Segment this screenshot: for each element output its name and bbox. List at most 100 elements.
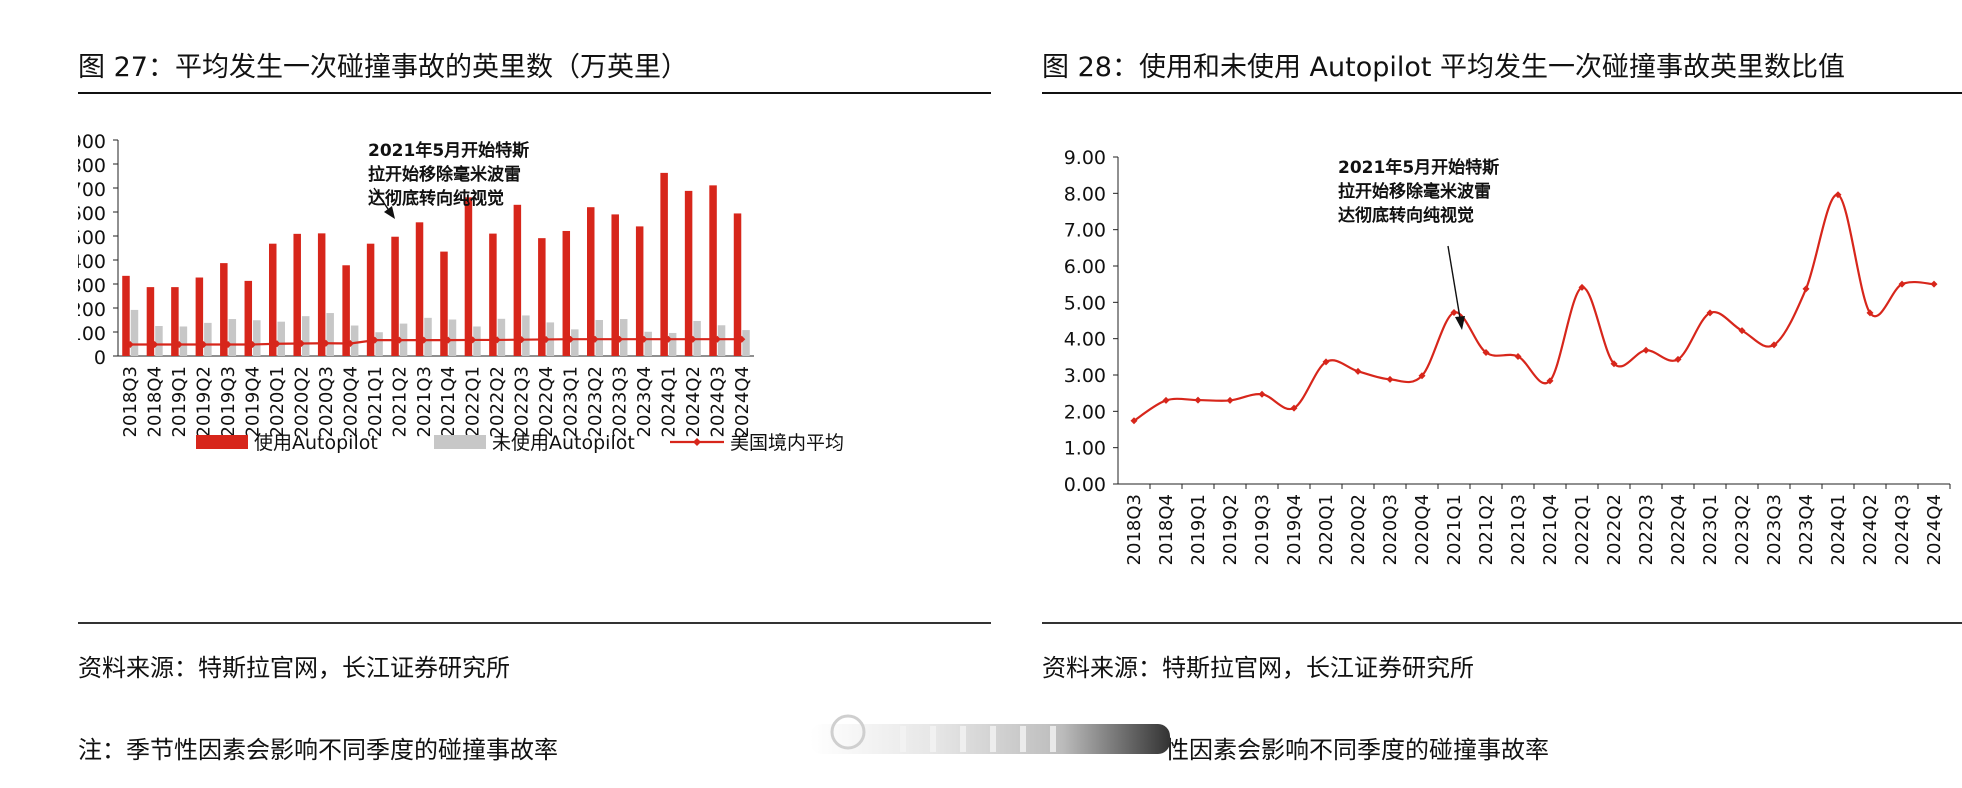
bar-no-autopilot <box>644 331 652 356</box>
bar-autopilot <box>660 172 668 356</box>
point-us-average <box>371 336 379 344</box>
bar-no-autopilot <box>595 320 603 356</box>
x-tick-label: 2022Q3 <box>1636 494 1657 565</box>
x-tick-label: 2021Q3 <box>1508 494 1529 565</box>
point-us-average <box>175 340 183 348</box>
bar-autopilot <box>684 190 693 356</box>
point-ratio <box>1674 355 1682 363</box>
point-ratio <box>1866 309 1874 317</box>
watermark-image <box>810 714 1170 754</box>
x-tick-label: 2024Q4 <box>732 366 753 437</box>
bar-autopilot <box>538 238 546 356</box>
point-ratio <box>1706 309 1714 317</box>
y-tick-label: 600 <box>78 203 106 225</box>
point-us-average <box>322 339 330 347</box>
point-ratio <box>1834 191 1842 199</box>
x-tick-label: 2020Q1 <box>267 366 288 437</box>
x-tick-label: 2018Q4 <box>1156 494 1177 565</box>
x-tick-label: 2018Q3 <box>120 366 141 437</box>
point-ratio <box>1322 358 1330 366</box>
point-ratio <box>1770 341 1778 349</box>
point-us-average <box>493 336 501 344</box>
point-ratio <box>1162 396 1170 404</box>
x-tick-label: 2019Q3 <box>1252 494 1273 565</box>
bar-no-autopilot <box>301 316 310 356</box>
bar-no-autopilot <box>424 317 432 356</box>
x-tick-label: 2020Q2 <box>1348 494 1369 565</box>
x-tick-label: 2023Q3 <box>609 366 630 437</box>
bar-autopilot <box>171 287 179 356</box>
x-tick-label: 2024Q2 <box>1860 494 1881 565</box>
point-ratio <box>1226 396 1234 404</box>
y-tick-label: 700 <box>78 179 106 201</box>
x-tick-label: 2020Q1 <box>1316 494 1337 565</box>
point-us-average <box>591 335 599 343</box>
point-us-average <box>518 336 526 344</box>
point-ratio <box>1418 372 1426 380</box>
x-tick-label: 2021Q3 <box>414 366 435 437</box>
x-tick-label: 2019Q1 <box>169 366 190 437</box>
left-title-rule <box>78 92 991 94</box>
legend-marker-us-average <box>693 438 701 446</box>
annotation-text: 拉开始移除毫米波雷 <box>368 164 521 185</box>
bar-no-autopilot <box>619 319 628 356</box>
x-tick-label: 2022Q1 <box>1572 494 1593 565</box>
bar-autopilot <box>562 230 571 356</box>
bar-autopilot <box>464 197 473 356</box>
point-ratio <box>1930 280 1938 288</box>
x-tick-label: 2022Q3 <box>512 366 533 437</box>
right-source: 资料来源：特斯拉官网，长江证券研究所 <box>1042 654 1474 682</box>
point-us-average <box>567 335 575 343</box>
right-line-chart: 0.00 1.00 2.00 3.00 4.00 5.00 6.00 7.00 8.00 9.00… <box>1064 147 1951 565</box>
bar-autopilot <box>122 275 130 356</box>
point-ratio <box>1386 375 1394 383</box>
bar-autopilot <box>489 233 497 356</box>
point-ratio <box>1130 417 1138 425</box>
point-ratio <box>1354 367 1362 375</box>
x-tick-label: 2020Q4 <box>340 366 361 437</box>
x-tick-label: 2020Q3 <box>1380 494 1401 565</box>
bar-autopilot <box>513 204 522 356</box>
y-tick-label: 200 <box>78 299 106 321</box>
annotation-arrow <box>1447 245 1461 319</box>
x-tick-label: 2023Q2 <box>585 366 606 437</box>
y-tick-label: 300 <box>78 275 106 297</box>
y-tick-label: 500 <box>78 227 106 249</box>
x-tick-label: 2024Q4 <box>1924 494 1945 565</box>
x-tick-label: 2023Q1 <box>1700 494 1721 565</box>
x-tick-label: 2020Q4 <box>1412 494 1433 565</box>
point-us-average <box>151 340 159 348</box>
bar-autopilot <box>635 226 644 356</box>
bar-no-autopilot <box>253 320 261 356</box>
x-tick-label: 2020Q2 <box>291 366 312 437</box>
bar-no-autopilot <box>668 332 677 356</box>
annotation-text: 2021年5月开始特斯 <box>368 140 529 161</box>
bar-no-autopilot <box>350 325 359 356</box>
x-tick-label: 2024Q1 <box>1828 494 1849 565</box>
left-bar-chart: 0100200300400500600700800900 2018Q32018Q4… <box>78 131 844 454</box>
bar-no-autopilot <box>717 325 726 356</box>
bar-autopilot <box>366 243 375 356</box>
point-us-average <box>224 340 232 348</box>
y-tick-label: 3.00 <box>1064 365 1106 387</box>
right-title-rule <box>1042 92 1962 94</box>
x-tick-label: 2021Q1 <box>1444 494 1465 565</box>
left-bottom-rule <box>78 622 991 624</box>
x-tick-label: 2023Q2 <box>1732 494 1753 565</box>
point-ratio <box>1482 348 1490 356</box>
y-tick-label: 100 <box>78 323 106 345</box>
y-tick-label: 9.00 <box>1064 147 1106 169</box>
x-tick-label: 2024Q3 <box>1892 494 1913 565</box>
point-ratio <box>1450 309 1458 317</box>
y-tick-label: 2.00 <box>1064 401 1106 423</box>
bar-autopilot <box>269 243 277 356</box>
bar-no-autopilot <box>179 326 188 356</box>
x-tick-label: 2020Q3 <box>316 366 337 437</box>
right-chart-title: 图 28：使用和未使用 Autopilot 平均发生一次碰撞事故英里数比值 <box>1042 52 1846 83</box>
x-tick-label: 2023Q4 <box>1796 494 1817 565</box>
annotation-arrowhead <box>384 206 395 219</box>
bar-autopilot <box>342 265 350 356</box>
point-us-average <box>126 340 134 348</box>
point-ratio <box>1194 396 1202 404</box>
line-us-average <box>130 338 742 346</box>
